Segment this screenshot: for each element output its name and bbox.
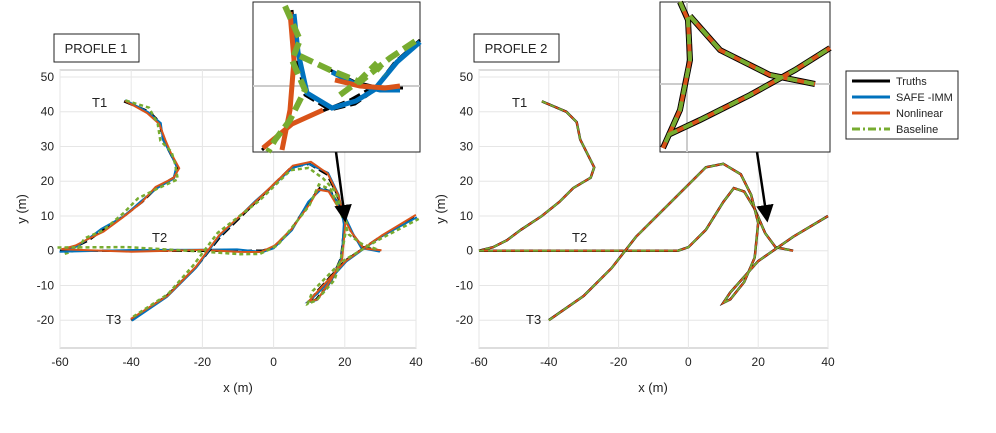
plot-1-xlabel: x (m)	[223, 380, 253, 395]
plot-1-annotation-t3: T3	[106, 312, 121, 327]
plot-2-title: PROFLE 2	[485, 41, 548, 56]
series-baseline-track	[63, 99, 180, 256]
y-tick-label: 0	[466, 244, 473, 258]
plot-2-inset	[659, 0, 832, 153]
plot-1-annotation-t1: T1	[92, 95, 107, 110]
y-tick-label: -20	[37, 313, 55, 327]
legend-label-nonlinear: Nonlinear	[896, 108, 943, 120]
plot-2-annotation-t3: T3	[526, 312, 541, 327]
legend-label-truths: Truths	[896, 76, 927, 88]
x-tick-label: -20	[194, 355, 212, 369]
x-tick-label: -40	[540, 355, 558, 369]
y-tick-label: 10	[41, 209, 55, 223]
x-tick-label: 40	[409, 355, 423, 369]
legend: Truths SAFE -IMM Nonlinear Baseline	[845, 70, 959, 140]
series-nonlinear-track	[61, 99, 181, 251]
plot-2-ticks: -60 -40 -20 0 20 40 -20 -10 0 10 20 30 40 50	[456, 70, 835, 369]
plot-1-zoom-arrow	[334, 151, 352, 223]
y-tick-label: 10	[460, 209, 474, 223]
plot-profile-2: -60 -40 -20 0 20 40 -20 -10 0 10 20 30 40 50 x (m) y …	[433, 0, 835, 395]
plot-2-lines	[478, 100, 829, 322]
plot-2-xlabel: x (m)	[638, 380, 668, 395]
y-tick-label: 40	[41, 105, 55, 119]
x-tick-label: -60	[470, 355, 488, 369]
plot-1-ticks: -60 -40 -20 0 20 40 -20 -10 0 10 20 30 40 50	[37, 70, 423, 369]
series-baseline-track	[478, 100, 596, 252]
plot-1-ylabel: y (m)	[14, 194, 29, 224]
x-tick-label: 0	[685, 355, 692, 369]
plot-1-title: PROFLE 1	[65, 41, 128, 56]
y-tick-label: 50	[41, 70, 55, 84]
y-tick-label: 30	[41, 139, 55, 153]
plot-profile-1: -60 -40 -20 0 20 40 -20 -10 0 10 20 30 40 50 x (m) y …	[14, 1, 423, 395]
y-tick-label: 50	[460, 70, 474, 84]
y-tick-label: 20	[41, 174, 55, 188]
x-tick-label: -40	[123, 355, 141, 369]
legend-label-baseline: Baseline	[896, 124, 938, 136]
plot-2-title-box	[473, 33, 560, 63]
plot-1-inset	[252, 1, 422, 154]
x-tick-label: 0	[270, 355, 277, 369]
plot-2-annotation-t1: T1	[512, 95, 527, 110]
series-baseline-track	[57, 182, 379, 256]
y-tick-label: 0	[47, 244, 54, 258]
x-tick-label: 20	[752, 355, 766, 369]
y-tick-label: 30	[460, 139, 474, 153]
y-tick-label: 40	[460, 105, 474, 119]
x-tick-label: 40	[821, 355, 835, 369]
y-tick-label: -10	[456, 278, 474, 292]
plot-1-annotation-t2: T2	[152, 230, 167, 245]
plot-2-ylabel: y (m)	[433, 194, 448, 224]
y-tick-label: -10	[37, 278, 55, 292]
plot-2-annotation-t2: T2	[572, 230, 587, 245]
x-tick-label: -60	[51, 355, 69, 369]
series-nonlinear-track	[548, 162, 829, 321]
x-tick-label: -20	[610, 355, 628, 369]
legend-label-safe-imm: SAFE -IMM	[896, 92, 953, 104]
y-tick-label: 20	[460, 174, 474, 188]
plot-2-zoom-arrow	[755, 151, 774, 223]
y-tick-label: -20	[456, 313, 474, 327]
plot-1-title-box	[53, 33, 140, 63]
x-tick-label: 20	[338, 355, 352, 369]
